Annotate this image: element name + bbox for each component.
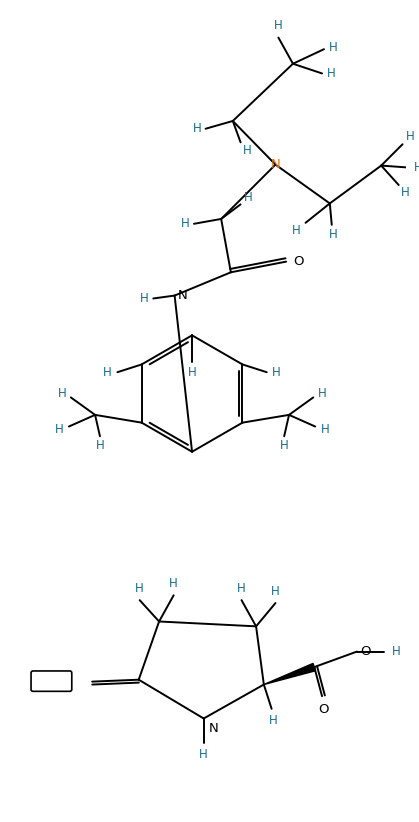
Text: H: H xyxy=(243,144,252,156)
Text: H: H xyxy=(414,161,419,174)
Text: H: H xyxy=(321,423,329,436)
Text: H: H xyxy=(103,366,112,379)
Text: H: H xyxy=(329,41,338,53)
Text: N: N xyxy=(178,289,187,302)
Text: H: H xyxy=(274,20,283,32)
Text: H: H xyxy=(280,440,289,452)
Text: H: H xyxy=(96,440,104,452)
Text: H: H xyxy=(55,423,64,436)
Text: H: H xyxy=(169,577,178,590)
Text: H: H xyxy=(181,217,190,230)
Text: H: H xyxy=(271,585,280,598)
Text: H: H xyxy=(391,645,400,658)
Text: H: H xyxy=(237,582,246,595)
Text: N: N xyxy=(271,158,280,171)
Text: H: H xyxy=(244,191,253,204)
Text: H: H xyxy=(318,387,326,400)
Text: H: H xyxy=(188,366,197,379)
FancyBboxPatch shape xyxy=(31,671,72,691)
Text: H: H xyxy=(329,228,338,241)
Text: Abs: Abs xyxy=(42,677,60,686)
Text: H: H xyxy=(327,67,336,80)
Text: H: H xyxy=(292,224,300,237)
Text: N: N xyxy=(209,722,218,735)
Text: H: H xyxy=(269,714,278,727)
Text: H: H xyxy=(135,582,144,595)
Text: H: H xyxy=(58,387,67,400)
Text: H: H xyxy=(406,130,415,143)
Text: H: H xyxy=(193,122,201,136)
Text: H: H xyxy=(272,366,281,379)
Polygon shape xyxy=(264,663,316,685)
Text: H: H xyxy=(401,187,410,199)
Text: O: O xyxy=(294,255,304,268)
Text: H: H xyxy=(140,292,149,305)
Text: H: H xyxy=(199,748,208,761)
Text: O: O xyxy=(360,645,371,658)
Text: O: O xyxy=(319,704,329,716)
